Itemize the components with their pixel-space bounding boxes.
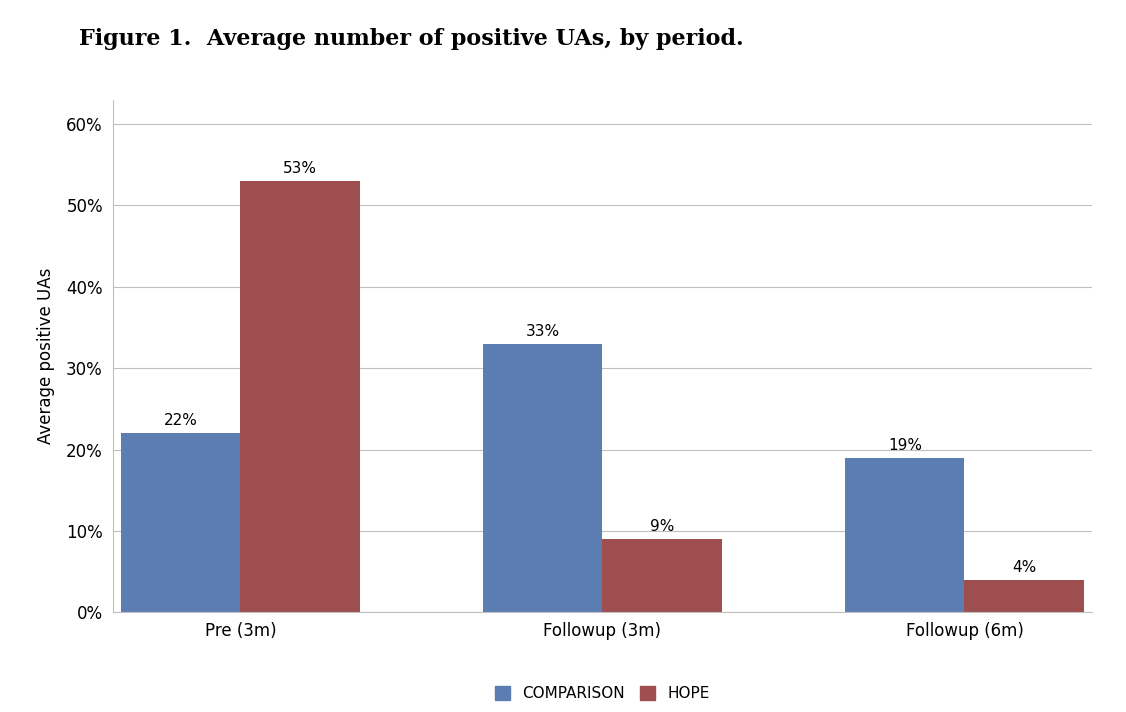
Bar (965, 580, 1083, 612)
Text: Figure 1.  Average number of positive UAs, by period.: Figure 1. Average number of positive UAs… (79, 28, 743, 51)
Legend: COMPARISON, HOPE: COMPARISON, HOPE (489, 680, 716, 707)
Text: 22%: 22% (163, 414, 198, 429)
Bar (483, 344, 602, 612)
Bar (240, 181, 359, 612)
Y-axis label: Average positive UAs: Average positive UAs (37, 268, 55, 444)
Text: 9%: 9% (650, 519, 674, 534)
Bar (602, 539, 722, 612)
Text: 4%: 4% (1012, 560, 1036, 575)
Text: 33%: 33% (526, 324, 560, 339)
Text: 53%: 53% (283, 161, 318, 176)
Bar (846, 458, 965, 612)
Bar (122, 434, 240, 612)
Text: 19%: 19% (887, 438, 922, 453)
